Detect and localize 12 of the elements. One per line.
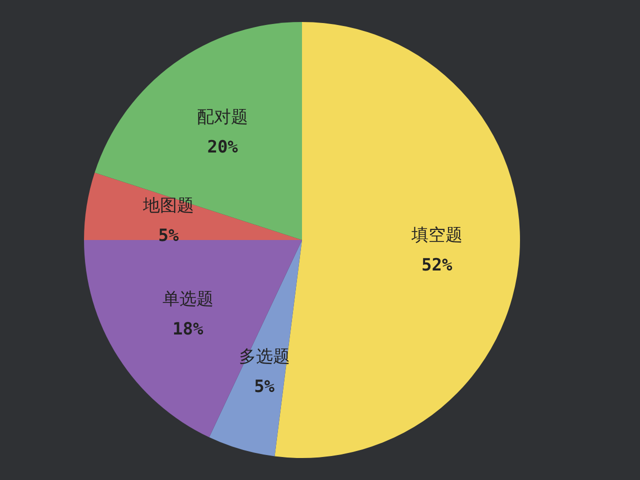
data-label: 52%	[422, 255, 454, 276]
data-label: 18%	[172, 319, 204, 340]
data-label: 5%	[158, 226, 180, 246]
slice-label: 填空题	[410, 225, 462, 246]
pie-slice	[94, 22, 302, 240]
data-label: 5%	[254, 376, 276, 397]
slice-label: 配对题	[197, 108, 248, 128]
pie-slice	[84, 172, 302, 240]
data-label: 20%	[207, 138, 239, 158]
slice-label: 单选题	[162, 289, 214, 310]
pie-slice	[84, 240, 302, 438]
slice-label: 地图题	[142, 196, 194, 216]
